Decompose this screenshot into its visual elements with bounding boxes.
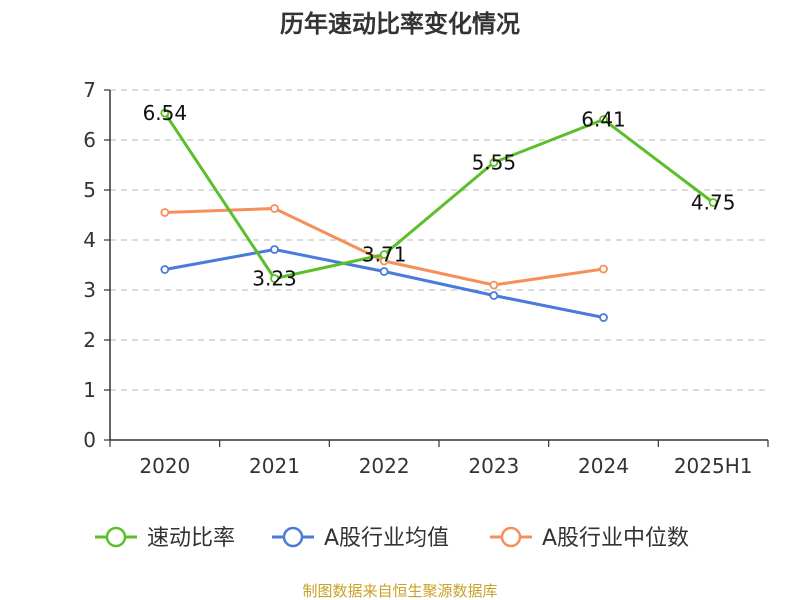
y-tick-label: 3 <box>83 278 96 302</box>
x-tick-label: 2025H1 <box>674 454 753 478</box>
axes: 0 1 2 3 4 5 6 7 2020 2021 2022 2023 2024 2025H1 <box>83 78 769 478</box>
legend-item-2[interactable]: A股行业中位数 <box>490 526 689 551</box>
data-label: 6.41 <box>581 108 626 132</box>
data-point[interactable] <box>270 245 279 254</box>
data-point[interactable] <box>160 265 170 274</box>
x-tick-label: 2024 <box>578 454 629 478</box>
legend-swatch-marker <box>500 526 522 548</box>
x-tick-label: 2022 <box>359 454 410 478</box>
source-note: 制图数据来自恒生聚源数据库 <box>302 582 497 600</box>
data-point[interactable] <box>599 115 608 124</box>
data-label: 3.23 <box>252 267 297 291</box>
data-point[interactable] <box>599 264 608 274</box>
legend-label: A股行业中位数 <box>542 526 689 551</box>
data-label: 6.54 <box>143 101 188 125</box>
legend-label: A股行业均值 <box>324 526 449 551</box>
y-tick-label: 1 <box>83 378 96 402</box>
data-point[interactable] <box>160 108 170 118</box>
x-tick-label: 2023 <box>468 454 519 478</box>
legend-item-1[interactable]: A股行业均值 <box>272 526 449 551</box>
data-point[interactable] <box>708 198 718 207</box>
legend-swatch-marker <box>282 526 304 548</box>
y-tick-label: 4 <box>83 228 96 252</box>
chart-title: 历年速动比率变化情况 <box>280 10 520 38</box>
legend-label: 速动比率 <box>147 526 235 551</box>
data-point[interactable] <box>489 280 499 290</box>
data-label: 5.55 <box>472 151 517 175</box>
y-tick-label: 7 <box>83 78 96 102</box>
legend: 速动比率 A股行业均值 A股行业中位数 <box>95 526 689 551</box>
legend-item-0[interactable]: 速动比率 <box>95 526 235 551</box>
y-tick-label: 2 <box>83 328 96 352</box>
x-tick-label: 2021 <box>249 454 300 478</box>
data-point[interactable] <box>160 208 170 217</box>
data-point[interactable] <box>379 250 389 259</box>
y-tick-label: 5 <box>83 178 96 202</box>
legend-swatch-marker <box>105 526 127 548</box>
y-tick-label: 0 <box>83 428 96 452</box>
y-tick-label: 6 <box>83 128 96 152</box>
data-point[interactable] <box>599 313 608 322</box>
series-line-0 <box>163 112 715 280</box>
data-point[interactable] <box>270 204 279 213</box>
data-label: 4.75 <box>691 191 736 215</box>
data-point[interactable] <box>270 274 279 283</box>
grid-lines <box>110 89 768 391</box>
data-point[interactable] <box>489 291 499 300</box>
data-point[interactable] <box>379 267 389 276</box>
data-label: 3.71 <box>362 243 407 267</box>
data-point[interactable] <box>489 158 499 167</box>
series-group: 6.54 3.23 3.71 5.55 6.41 4.75 <box>143 101 736 322</box>
x-tick-label: 2020 <box>139 454 190 478</box>
